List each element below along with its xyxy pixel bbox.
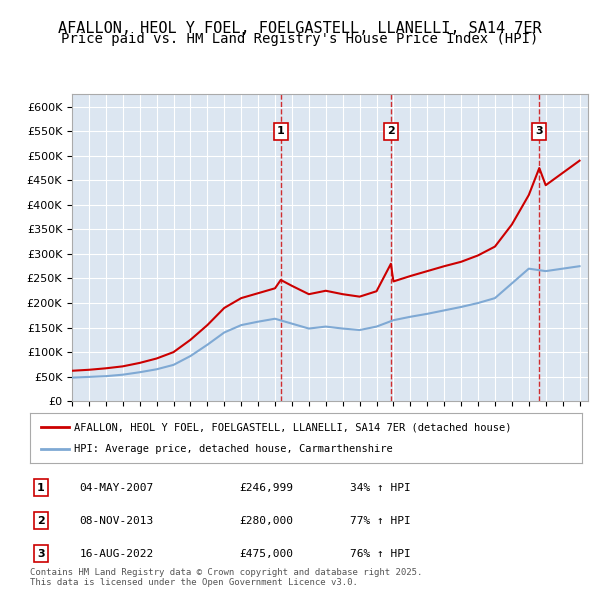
Text: 2: 2 (387, 126, 395, 136)
Text: 3: 3 (535, 126, 543, 136)
Text: Contains HM Land Registry data © Crown copyright and database right 2025.
This d: Contains HM Land Registry data © Crown c… (30, 568, 422, 587)
Text: £475,000: £475,000 (240, 549, 294, 559)
Text: 1: 1 (277, 126, 284, 136)
Text: AFALLON, HEOL Y FOEL, FOELGASTELL, LLANELLI, SA14 7ER: AFALLON, HEOL Y FOEL, FOELGASTELL, LLANE… (58, 21, 542, 35)
Text: 76% ↑ HPI: 76% ↑ HPI (350, 549, 411, 559)
Text: 34% ↑ HPI: 34% ↑ HPI (350, 483, 411, 493)
Text: 16-AUG-2022: 16-AUG-2022 (80, 549, 154, 559)
Text: AFALLON, HEOL Y FOEL, FOELGASTELL, LLANELLI, SA14 7ER (detached house): AFALLON, HEOL Y FOEL, FOELGASTELL, LLANE… (74, 422, 512, 432)
Text: 08-NOV-2013: 08-NOV-2013 (80, 516, 154, 526)
Text: 1: 1 (37, 483, 45, 493)
Text: HPI: Average price, detached house, Carmarthenshire: HPI: Average price, detached house, Carm… (74, 444, 393, 454)
Text: 04-MAY-2007: 04-MAY-2007 (80, 483, 154, 493)
Text: 3: 3 (37, 549, 45, 559)
Text: 2: 2 (37, 516, 45, 526)
Text: Price paid vs. HM Land Registry's House Price Index (HPI): Price paid vs. HM Land Registry's House … (61, 32, 539, 47)
Text: £246,999: £246,999 (240, 483, 294, 493)
Text: 77% ↑ HPI: 77% ↑ HPI (350, 516, 411, 526)
Text: £280,000: £280,000 (240, 516, 294, 526)
